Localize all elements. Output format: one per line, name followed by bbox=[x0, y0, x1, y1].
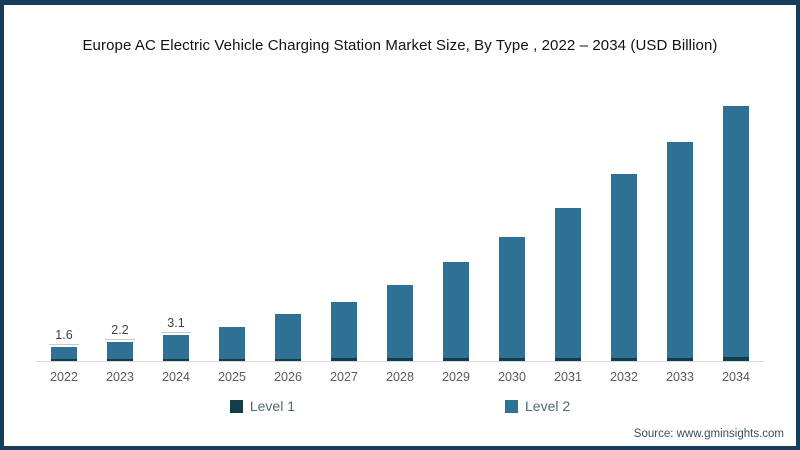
bar-segment-level-2 bbox=[331, 301, 357, 359]
bar-segment-level-1 bbox=[611, 357, 637, 361]
bar-segment-level-2 bbox=[107, 342, 133, 360]
x-tick-label: 2026 bbox=[274, 370, 302, 384]
bar-segment-level-2 bbox=[275, 314, 301, 359]
bar-segment-level-1 bbox=[555, 358, 581, 361]
bar-segment-level-1 bbox=[51, 359, 77, 361]
stacked-bar bbox=[219, 327, 245, 361]
bar-segment-level-2 bbox=[443, 262, 469, 359]
bar-segment-level-1 bbox=[499, 358, 525, 361]
bar-segment-level-1 bbox=[107, 359, 133, 361]
legend-item-level-2: Level 2 bbox=[505, 398, 570, 414]
bar-column bbox=[204, 327, 260, 361]
x-tick-label: 2025 bbox=[218, 370, 246, 384]
bar-segment-level-2 bbox=[555, 208, 581, 359]
bar-column bbox=[708, 106, 764, 361]
legend-swatch-level-2-icon bbox=[505, 399, 518, 413]
stacked-bar bbox=[555, 208, 581, 361]
stacked-bar bbox=[387, 284, 413, 361]
bar-segment-level-2 bbox=[219, 327, 245, 359]
bar-segment-level-1 bbox=[443, 358, 469, 361]
bar-column bbox=[540, 208, 596, 361]
bar-column: 1.6 bbox=[36, 328, 92, 361]
bar-column bbox=[652, 141, 708, 361]
x-tick-label: 2031 bbox=[554, 370, 582, 384]
x-axis-labels: 2022 2023 2024 2025 2026 2027 2028 2029 2030 2031… bbox=[36, 370, 764, 384]
stacked-bar bbox=[51, 347, 77, 361]
bar-segment-level-1 bbox=[387, 358, 413, 361]
bar-segment-level-1 bbox=[275, 358, 301, 361]
x-tick-label: 2028 bbox=[386, 370, 414, 384]
stacked-bar bbox=[667, 141, 693, 361]
x-tick-label: 2030 bbox=[498, 370, 526, 384]
bar-column bbox=[484, 236, 540, 361]
bar-column bbox=[428, 262, 484, 361]
stacked-bar bbox=[107, 342, 133, 361]
stacked-bar bbox=[499, 236, 525, 361]
stacked-bar bbox=[331, 301, 357, 361]
bar-column bbox=[372, 284, 428, 361]
bar-segment-level-1 bbox=[219, 358, 245, 361]
bar-segment-level-1 bbox=[723, 357, 749, 361]
source-credit: Source: www.gminsights.com bbox=[633, 428, 784, 440]
x-tick-label: 2034 bbox=[722, 370, 750, 384]
bar-segment-level-2 bbox=[667, 141, 693, 358]
legend-item-level-1: Level 1 bbox=[229, 398, 295, 414]
bar-column bbox=[316, 301, 372, 361]
bar-segment-level-2 bbox=[499, 236, 525, 359]
stacked-bar bbox=[275, 314, 301, 361]
bar-segment-level-2 bbox=[51, 347, 77, 360]
chart-title: Europe AC Electric Vehicle Charging Stat… bbox=[82, 37, 718, 54]
stacked-bar bbox=[443, 262, 469, 361]
x-tick-label: 2033 bbox=[666, 370, 694, 384]
bar-segment-level-2 bbox=[387, 284, 413, 359]
legend-label-level-2: Level 2 bbox=[525, 398, 571, 414]
value-label: 1.6 bbox=[49, 328, 79, 346]
bar-column bbox=[596, 174, 652, 361]
plot-area: 1.6 2.2 3.1 bbox=[36, 99, 764, 362]
bar-segment-level-2 bbox=[723, 106, 749, 358]
legend-label-level-1: Level 1 bbox=[249, 398, 295, 414]
legend: Level 1 Level 2 bbox=[4, 398, 796, 414]
bar-column bbox=[260, 314, 316, 361]
value-label: 2.2 bbox=[105, 323, 135, 341]
bar-segment-level-1 bbox=[163, 359, 189, 361]
bar-segment-level-2 bbox=[611, 174, 637, 358]
stacked-bar bbox=[611, 174, 637, 361]
bar-column: 3.1 bbox=[148, 316, 204, 361]
x-tick-label: 2023 bbox=[106, 370, 134, 384]
bar-segment-level-1 bbox=[667, 357, 693, 361]
bar-column: 2.2 bbox=[92, 323, 148, 361]
bar-segment-level-2 bbox=[163, 334, 189, 360]
x-tick-label: 2027 bbox=[330, 370, 358, 384]
value-label: 3.1 bbox=[161, 316, 191, 333]
bar-segment-level-1 bbox=[331, 358, 357, 361]
x-tick-label: 2024 bbox=[162, 370, 190, 384]
legend-swatch-level-1-icon bbox=[229, 399, 243, 413]
stacked-bar bbox=[723, 106, 749, 361]
x-tick-label: 2029 bbox=[442, 370, 470, 384]
x-tick-label: 2022 bbox=[50, 370, 78, 384]
x-tick-label: 2032 bbox=[610, 370, 638, 384]
stacked-bar bbox=[163, 334, 189, 361]
